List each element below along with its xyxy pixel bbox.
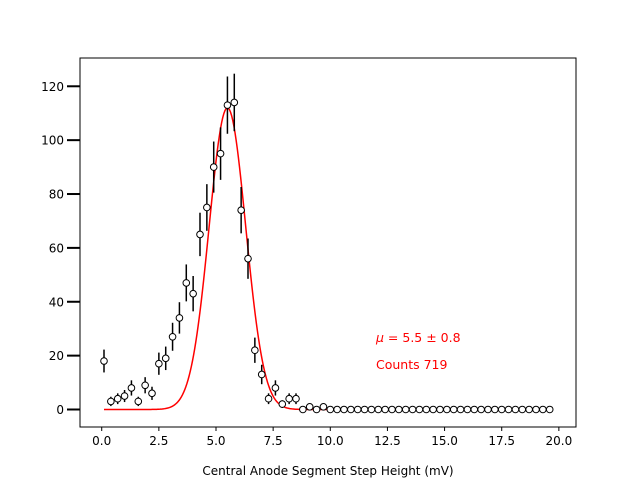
data-point xyxy=(168,332,177,341)
data-point xyxy=(223,101,232,109)
data-point xyxy=(429,405,437,414)
data-point xyxy=(381,405,389,414)
annotation-counts: Counts 719 xyxy=(376,357,448,372)
x-tick-label: 15.0 xyxy=(431,434,458,448)
data-point xyxy=(408,405,417,414)
y-tick-label: 120 xyxy=(41,80,64,94)
x-tick-label: 5.0 xyxy=(206,434,225,448)
data-point xyxy=(209,163,218,171)
data-point xyxy=(395,405,403,414)
y-tick-label: 20 xyxy=(49,349,64,363)
y-tick-label: 100 xyxy=(41,134,64,148)
data-point xyxy=(456,405,465,414)
y-tick-label: 60 xyxy=(49,241,64,255)
x-axis-label: Central Anode Segment Step Height (mV) xyxy=(202,464,453,478)
data-point xyxy=(491,405,499,414)
data-point xyxy=(436,405,444,414)
data-point xyxy=(113,394,122,403)
x-tick-label: 20.0 xyxy=(545,434,572,448)
y-axis: 0 20 40 60 80 100 120 xyxy=(41,80,80,417)
y-tick-label: 80 xyxy=(49,188,64,202)
annotation-mu-value: = 5.5 ± 0.8 xyxy=(384,330,461,345)
data-point xyxy=(305,402,314,411)
data-point xyxy=(127,384,136,392)
data-point xyxy=(251,346,259,355)
data-point xyxy=(292,394,300,403)
data-point xyxy=(401,405,410,414)
data-point xyxy=(367,405,376,414)
x-tick-label: 17.5 xyxy=(488,434,515,448)
data-point xyxy=(374,405,383,414)
data-point xyxy=(285,394,293,403)
data-point xyxy=(340,405,348,414)
data-point xyxy=(230,98,239,107)
data-point xyxy=(388,405,396,414)
x-tick-label: 2.5 xyxy=(149,434,168,448)
data-point xyxy=(347,405,355,414)
data-point xyxy=(333,405,341,414)
data-point xyxy=(525,405,533,414)
data-point xyxy=(148,389,156,398)
data-point xyxy=(196,230,204,239)
data-point xyxy=(319,402,328,411)
data-point xyxy=(237,206,245,214)
data-point xyxy=(353,405,362,414)
x-tick-label: 7.5 xyxy=(264,434,283,448)
data-point xyxy=(463,405,472,414)
y-tick-label: 40 xyxy=(49,295,64,309)
data-point xyxy=(278,400,287,408)
data-point xyxy=(360,405,369,414)
data-point xyxy=(477,405,485,414)
data-point xyxy=(175,314,184,322)
y-tick-label: 0 xyxy=(56,403,64,417)
data-point xyxy=(189,289,197,298)
x-axis: 0.0 2.5 5.0 7.5 10.0 12.5 15.0 17.5 20.0 xyxy=(92,427,572,448)
data-point xyxy=(107,397,115,406)
data-point xyxy=(484,405,492,414)
data-point xyxy=(326,405,335,414)
data-point xyxy=(470,405,479,414)
data-point xyxy=(216,149,225,158)
annotation-mu-symbol: μ xyxy=(375,330,384,345)
annotation-mu: μ = 5.5 ± 0.8 xyxy=(375,330,461,345)
data-point xyxy=(100,357,108,365)
data-point xyxy=(539,405,547,414)
data-point xyxy=(518,405,527,414)
data-point xyxy=(244,254,252,263)
data-point xyxy=(120,392,129,400)
data-point xyxy=(443,405,451,414)
data-point xyxy=(422,405,431,414)
plot-area xyxy=(79,57,577,428)
data-point xyxy=(504,405,513,414)
data-point xyxy=(161,354,170,363)
data-point xyxy=(257,370,266,379)
data-point xyxy=(182,279,191,287)
data-point xyxy=(449,405,458,414)
data-point xyxy=(545,405,554,414)
data-point xyxy=(203,203,211,212)
data-point xyxy=(497,405,506,414)
data-point xyxy=(271,384,280,392)
data-point xyxy=(415,405,424,414)
data-point xyxy=(264,394,273,403)
data-point xyxy=(134,397,143,406)
data-point xyxy=(155,359,163,368)
data-point xyxy=(532,405,540,414)
data-point xyxy=(141,381,149,390)
data-point xyxy=(312,405,321,414)
x-tick-label: 0.0 xyxy=(92,434,111,448)
x-tick-label: 10.0 xyxy=(317,434,344,448)
data-point xyxy=(299,405,307,414)
x-tick-label: 12.5 xyxy=(374,434,401,448)
data-point xyxy=(511,405,520,414)
data-points-layer xyxy=(100,73,554,414)
